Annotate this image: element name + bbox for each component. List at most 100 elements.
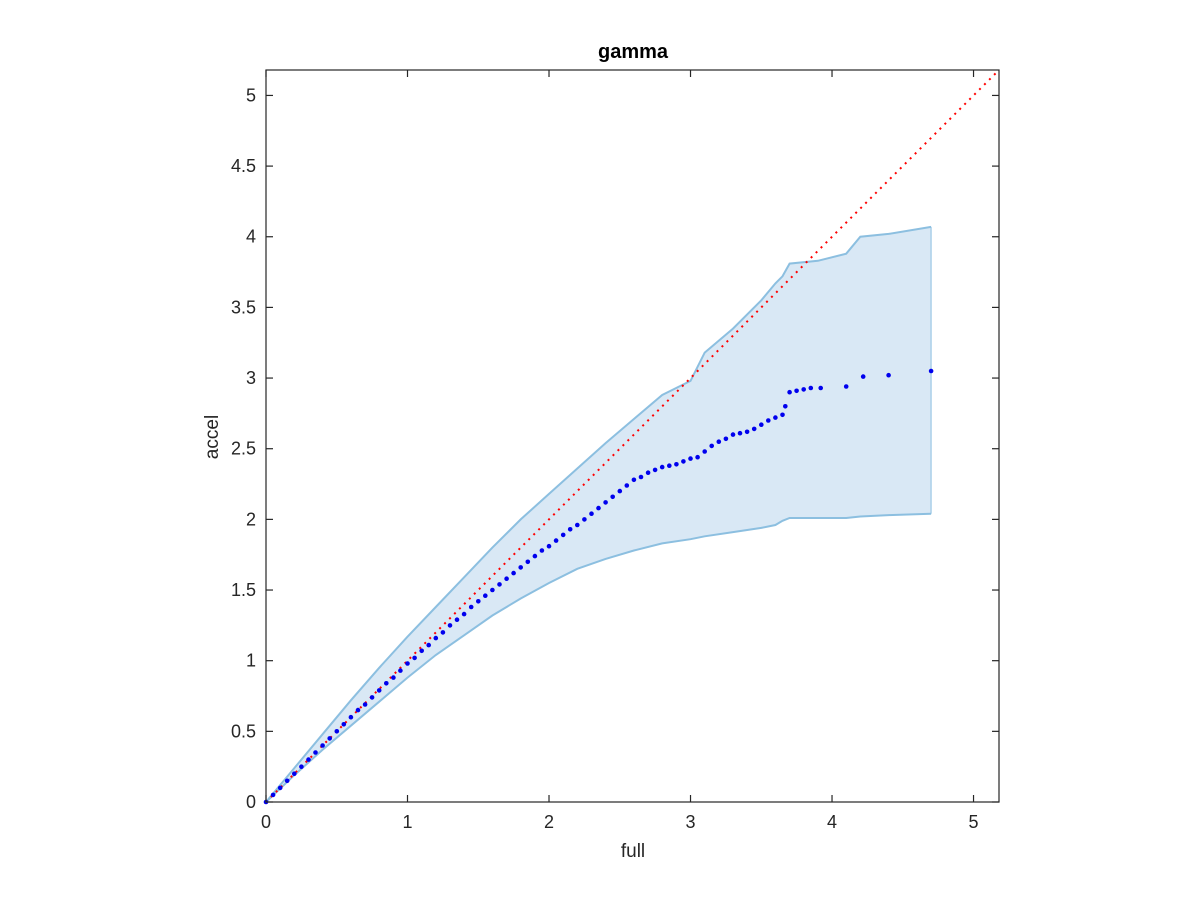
data-point [468,604,474,610]
data-point [631,477,637,483]
data-point [376,688,382,693]
band-lower-edge [265,512,932,803]
data-point [730,432,736,437]
data-points [263,368,934,805]
data-point [426,642,432,648]
data-point [334,729,340,734]
data-point [284,778,290,784]
data-point [603,500,608,505]
data-point [716,439,722,445]
data-point [723,436,729,442]
data-point [327,736,333,741]
x-tick-label: 3 [686,812,696,832]
data-point [320,743,325,748]
data-point [405,661,410,666]
data-point [589,511,594,516]
data-point [617,488,623,494]
y-tick-label: 0 [246,792,256,812]
data-point [384,681,389,686]
data-point [596,505,601,511]
band-upper-edge [265,225,932,803]
y-tick-label: 1.5 [231,580,256,600]
data-point [560,532,566,538]
data-point [511,570,516,576]
data-point [313,750,318,755]
x-tick-label: 0 [261,812,271,832]
y-tick-label: 5 [246,85,256,105]
x-tick-label: 2 [544,812,554,832]
data-point [860,374,866,379]
data-point [780,412,785,418]
x-axis-ticks: 0 1 2 3 4 5 [261,70,979,832]
data-point [539,548,545,553]
data-point [773,415,778,420]
plot-frame [265,69,1000,803]
data-point [674,462,679,467]
data-point [695,454,700,460]
data-point [504,576,509,581]
x-tick-label: 4 [827,812,837,832]
data-point [659,464,665,470]
data-point [341,722,347,727]
data-point [709,443,714,449]
data-point [546,543,552,549]
data-point [751,426,757,432]
data-point [447,623,453,628]
data-point [645,470,651,476]
data-point [638,474,644,480]
data-point [362,702,368,707]
data-point [398,668,403,673]
data-point [928,368,934,374]
y-axis-label: accel [202,415,223,459]
data-point [681,459,686,464]
data-point [306,757,311,762]
data-point [476,599,481,604]
data-point [525,559,531,565]
data-point [652,467,658,473]
x-axis-label: full [621,841,645,862]
data-point [610,494,615,500]
data-point [419,648,425,654]
data-point [518,565,523,570]
data-point [582,517,587,522]
data-point [553,538,559,543]
data-point [794,388,799,394]
data-point [277,785,283,791]
data-point [292,771,297,776]
data-point [461,611,467,617]
y-tick-label: 3 [246,368,256,388]
data-point [766,418,771,423]
data-point [737,430,743,436]
axes-box [265,69,1000,803]
y-tick-label: 4 [246,227,256,247]
x-tick-label: 5 [969,812,979,832]
y-tick-label: 2.5 [231,439,256,459]
y-tick-label: 4.5 [231,156,256,176]
data-point [454,617,460,622]
data-point [667,463,672,469]
data-point [886,372,891,378]
data-point [483,593,488,598]
data-point [843,384,849,389]
data-point [369,695,375,700]
y-axis-ticks: 0 0.5 1 1.5 2 2.5 3 3.5 4 4.5 5 [231,85,999,812]
data-point [818,385,823,391]
data-point [688,456,693,461]
data-point [759,422,764,428]
chart-title: gamma [598,41,669,63]
data-point [567,527,573,532]
data-point [702,449,707,454]
data-point [575,522,580,528]
data-point [787,389,792,395]
data-point [744,429,750,435]
x-tick-label: 1 [402,812,412,832]
data-point [433,635,439,641]
y-tick-label: 1 [246,651,256,671]
data-point [801,387,806,392]
data-point [391,675,396,680]
y-tick-label: 3.5 [231,297,256,317]
data-point [299,764,304,769]
data-point [532,553,538,559]
data-point [808,385,814,391]
